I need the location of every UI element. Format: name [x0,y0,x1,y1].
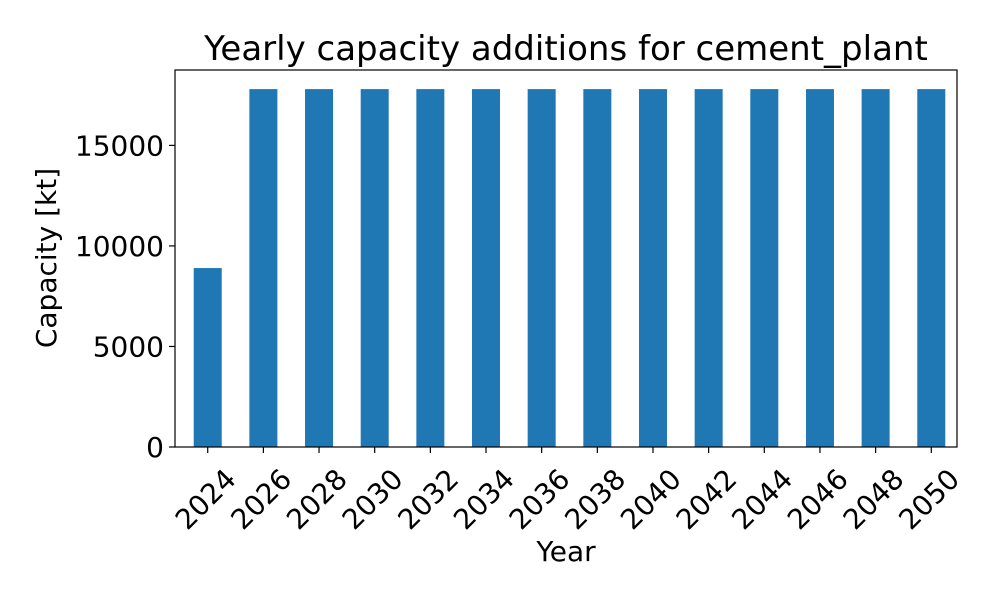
x-tick-label: 2044 [725,462,799,536]
bar-2040 [638,89,667,448]
x-tick-label: 2024 [169,462,243,536]
bar-2026 [249,89,278,448]
x-tick-label: 2048 [837,462,911,536]
x-tick-label: 2050 [892,462,966,536]
bar-2048 [861,89,890,448]
bar-2038 [583,89,612,448]
x-tick-label: 2034 [447,462,521,536]
x-tick-label: 2036 [503,462,577,536]
bar-2034 [472,89,501,448]
bar-2050 [917,89,946,448]
bar-2024 [193,268,222,447]
x-tick-label: 2030 [336,462,410,536]
y-axis: 0 5000 10000 15000 [75,129,175,464]
x-tick-label: 2042 [670,462,744,536]
y-axis-label: Capacity [kt] [30,168,63,348]
y-tick-label: 5000 [93,330,164,363]
x-tick-label: 2046 [781,462,855,536]
x-tick-label: 2038 [558,462,632,536]
x-tick-label: 2026 [224,462,298,536]
bar-2036 [527,89,556,448]
x-tick-label: 2032 [391,462,465,536]
bar-2046 [805,89,834,448]
y-tick-label: 0 [146,431,164,464]
bar-2042 [694,89,723,448]
y-tick-label: 10000 [75,230,164,263]
y-tick-label: 15000 [75,129,164,162]
bar-2044 [750,89,779,448]
bar-2030 [360,89,389,448]
x-tick-label: 2040 [614,462,688,536]
x-axis: 2024202620282030203220342036203820402042… [169,447,966,536]
bar-2028 [305,89,334,448]
bars-group [193,89,946,448]
bar-2032 [416,89,445,448]
x-axis-label: Year [535,535,596,568]
plot-frame [174,69,958,448]
x-tick-label: 2028 [280,462,354,536]
chart-title: Yearly capacity additions for cement_pla… [203,29,928,69]
